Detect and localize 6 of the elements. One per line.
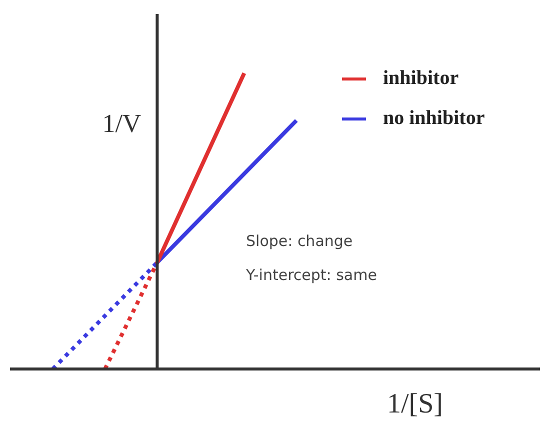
legend-label: no inhibitor <box>383 107 485 130</box>
y-axis-title: 1/V <box>102 108 142 138</box>
annotation: Slope: change <box>246 232 353 250</box>
x-axis-title: 1/[S] <box>387 388 443 420</box>
legend-label: inhibitor <box>383 67 459 90</box>
annotation: Y-intercept: same <box>245 266 377 284</box>
